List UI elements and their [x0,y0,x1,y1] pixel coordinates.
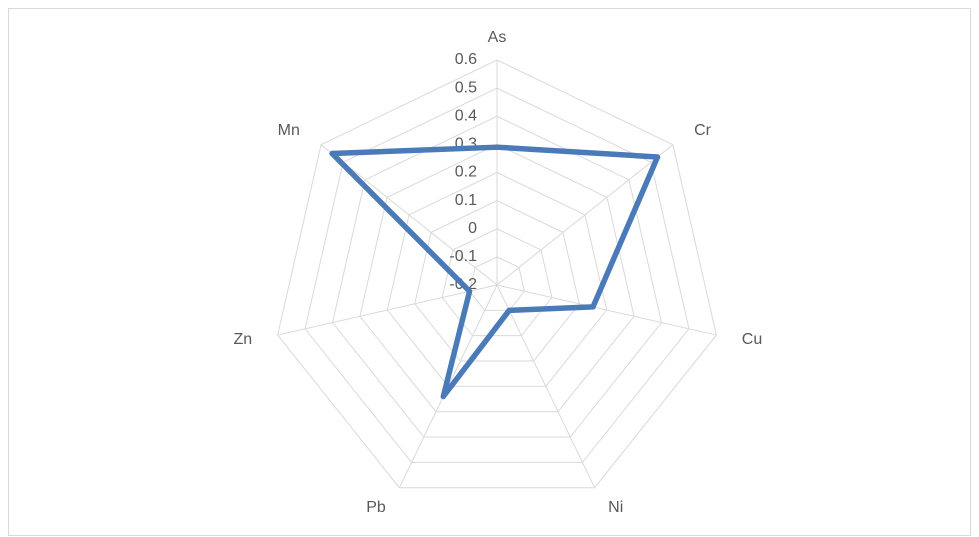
y-tick-label: 0.1 [455,192,477,209]
spoke [277,284,498,336]
grid-line [331,115,663,438]
grid-line [441,228,553,337]
y-tick-label: 0 [468,220,477,237]
category-label: Cu [742,331,762,348]
grid-line [469,256,525,311]
category-label: Zn [234,331,253,348]
category-label: Cr [694,122,712,139]
y-tick-label: 0.4 [455,107,477,124]
grid-line [414,200,580,362]
spoke [496,144,674,286]
y-tick-label: -0.1 [449,248,477,265]
series-line [329,144,661,400]
category-label: Mn [278,122,300,139]
chart-frame [8,8,971,536]
category-label: Pb [366,499,386,516]
grid-line [304,87,690,463]
category-label: As [488,29,507,46]
grid-line [277,59,717,489]
y-tick-label: 0.2 [455,164,477,181]
grid-line [359,143,635,413]
y-tick-label: 0.5 [455,79,477,96]
spoke [496,284,596,488]
y-tick-label: 0.6 [455,51,477,68]
spoke [496,284,717,336]
category-label: Ni [608,499,623,516]
